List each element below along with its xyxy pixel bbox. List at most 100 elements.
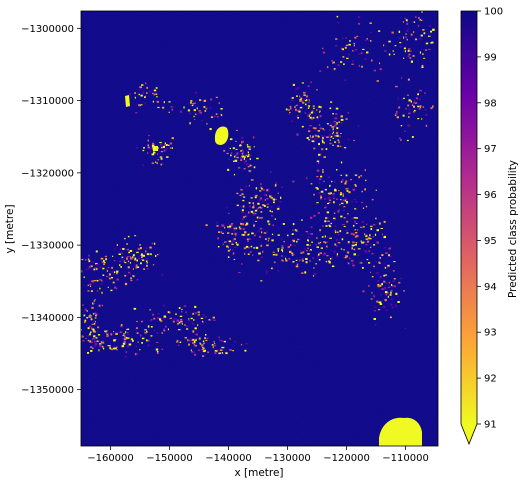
speckle (233, 227, 236, 230)
speckle (389, 316, 392, 319)
speckle (334, 122, 337, 124)
speckle (161, 348, 163, 350)
speckle (317, 130, 320, 132)
speckle (147, 344, 149, 346)
speckle (344, 182, 347, 185)
speckle (309, 113, 311, 115)
speckle (263, 232, 267, 234)
speckle (391, 284, 393, 287)
speckle (272, 198, 276, 201)
speckle (405, 36, 407, 39)
speckle (158, 149, 160, 152)
speckle (155, 254, 157, 257)
speckle (232, 239, 235, 242)
speckle (274, 184, 277, 186)
speckle (321, 236, 324, 238)
speckle (346, 220, 349, 223)
speckle (329, 258, 332, 260)
speckle (154, 161, 157, 163)
speckle (83, 314, 86, 317)
speckle (102, 347, 105, 350)
speckle (241, 155, 243, 157)
x-tick-label: −110000 (382, 453, 429, 464)
speckle (365, 235, 368, 237)
speckle (149, 309, 152, 311)
speckle (305, 103, 307, 106)
speckle (283, 240, 285, 243)
speckle (116, 244, 118, 246)
speckle (181, 308, 183, 310)
speckle (125, 331, 127, 334)
speckle (97, 334, 101, 336)
speckle (338, 190, 340, 192)
speckle (272, 251, 275, 253)
speckle (245, 154, 248, 157)
speckle (403, 47, 406, 50)
speckle (347, 138, 350, 141)
speckle (211, 344, 214, 346)
speckle (329, 199, 332, 201)
speckle (335, 38, 338, 40)
speckle (315, 263, 317, 265)
speckle (305, 231, 308, 233)
speckle (432, 28, 435, 31)
speckle (235, 155, 238, 158)
speckle (345, 174, 348, 177)
speckle (273, 201, 275, 204)
speckle (319, 127, 322, 130)
speckle (287, 234, 289, 237)
speckle (295, 104, 298, 106)
speckle (249, 251, 252, 253)
x-axis-label: x [metre] (234, 467, 283, 479)
speckle (201, 344, 204, 347)
speckle (227, 256, 230, 258)
speckle (91, 280, 94, 283)
x-tick-label: −120000 (323, 453, 370, 464)
speckle (399, 45, 402, 48)
speckle (417, 105, 420, 108)
speckle (152, 142, 155, 145)
speckle (248, 146, 251, 148)
speckle (365, 234, 368, 237)
x-tick-label: −160000 (87, 453, 134, 464)
speckle (153, 329, 155, 332)
speckle (236, 192, 239, 194)
speckle (395, 85, 398, 88)
speckle (247, 253, 250, 255)
speckle (413, 21, 416, 23)
speckle (306, 137, 309, 139)
speckle (190, 101, 192, 104)
speckle (100, 346, 102, 348)
speckle (353, 199, 356, 201)
speckle (313, 257, 315, 259)
speckle (99, 287, 101, 290)
speckle (87, 284, 89, 286)
speckle (250, 210, 254, 213)
speckle (393, 53, 395, 55)
speckle (159, 142, 162, 144)
speckle (248, 202, 251, 204)
speckle (407, 49, 410, 52)
speckle (230, 152, 233, 154)
speckle (94, 339, 96, 341)
speckle (270, 196, 273, 199)
speckle (177, 323, 179, 325)
speckle (383, 287, 386, 290)
speckle (292, 261, 295, 263)
speckle (144, 95, 147, 97)
speckle (377, 285, 380, 288)
speckle (361, 221, 364, 223)
speckle (392, 270, 395, 272)
speckle (399, 277, 402, 279)
speckle (333, 217, 336, 220)
speckle (316, 176, 319, 178)
speckle (130, 338, 133, 341)
speckle (146, 330, 148, 333)
speckle (144, 329, 147, 331)
speckle (63, 259, 64, 260)
speckle (239, 144, 242, 147)
speckle (249, 164, 252, 167)
speckle (101, 304, 103, 307)
speckle (190, 100, 193, 102)
speckle (235, 227, 238, 230)
